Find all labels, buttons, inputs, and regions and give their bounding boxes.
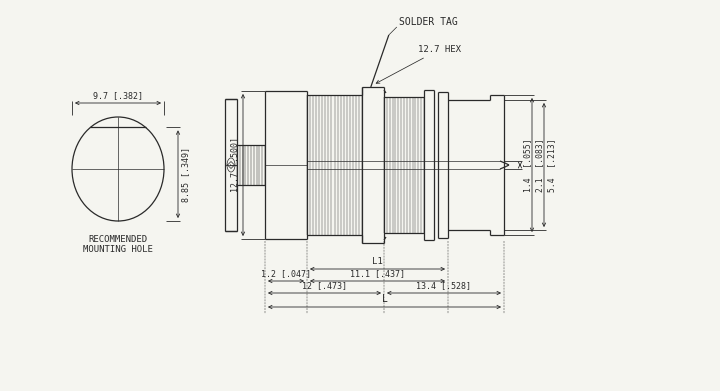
Text: 2.1  [.083]: 2.1 [.083] — [535, 138, 544, 192]
Text: 5.4  [.213]: 5.4 [.213] — [547, 138, 556, 192]
Text: 12.7 HEX: 12.7 HEX — [377, 45, 461, 83]
Text: 9.7 [.382]: 9.7 [.382] — [93, 91, 143, 100]
Text: 8.85 [.349]: 8.85 [.349] — [181, 147, 190, 202]
Text: 13.4 [.528]: 13.4 [.528] — [416, 281, 472, 290]
Text: 1.4  [.055]: 1.4 [.055] — [523, 138, 532, 192]
Text: SOLDER TAG: SOLDER TAG — [399, 17, 457, 27]
Text: 1.2 [.047]: 1.2 [.047] — [261, 269, 311, 278]
Text: L: L — [382, 294, 387, 304]
Text: 12.7 [.500]: 12.7 [.500] — [230, 138, 239, 192]
Text: 11.1 [.437]: 11.1 [.437] — [350, 269, 405, 278]
Text: L1: L1 — [372, 257, 383, 266]
Text: 12 [.473]: 12 [.473] — [302, 281, 347, 290]
Text: RECOMMENDED
MOUNTING HOLE: RECOMMENDED MOUNTING HOLE — [83, 235, 153, 255]
